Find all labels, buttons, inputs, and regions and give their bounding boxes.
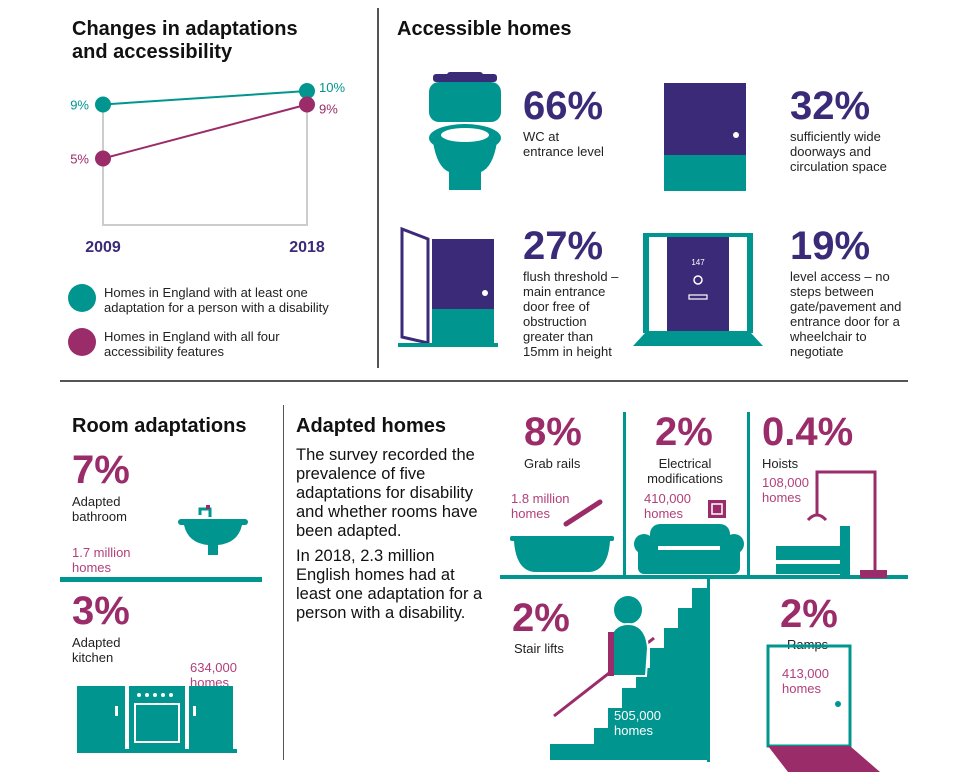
stat-pct: 32%	[790, 84, 871, 128]
sink-icon	[178, 505, 248, 555]
stat-pct: 0.4%	[762, 410, 854, 454]
room-title: Room adaptations	[72, 415, 247, 437]
shelf-line	[60, 577, 262, 582]
data-point	[299, 83, 315, 99]
hoist-bed-icon	[776, 470, 887, 578]
door-icon	[664, 83, 746, 191]
divider-horizontal	[60, 380, 908, 382]
bath-grab-rail-icon	[510, 499, 614, 572]
kitchen-icon	[77, 686, 237, 753]
toilet-icon	[429, 72, 501, 190]
stat-pct: 7%	[72, 448, 130, 492]
stat-label: Adapted bathroom	[72, 494, 127, 524]
stat-pct: 2%	[655, 410, 713, 454]
adapted-title: Adapted homes	[296, 415, 447, 437]
floor-line	[500, 575, 908, 579]
wall-2	[747, 412, 750, 577]
stat-pct: 3%	[72, 589, 130, 633]
data-point	[299, 96, 315, 113]
door-number: 147	[691, 258, 705, 267]
stat-count: 413,000 homes	[782, 666, 829, 696]
front-door-icon	[633, 233, 763, 346]
stat-pct: 2%	[512, 596, 570, 640]
stat-label: Adapted kitchen	[72, 635, 121, 665]
stat-label: WC at entrance level	[523, 129, 604, 159]
data-label: 5%	[70, 152, 89, 167]
legend-label: Homes in England with at least one adapt…	[104, 285, 329, 315]
divider-vertical-bottom	[283, 405, 284, 760]
legend-swatch-teal	[68, 284, 96, 312]
stat-pct: 8%	[524, 410, 582, 454]
data-label: 9%	[319, 102, 338, 117]
open-door-icon	[398, 227, 498, 347]
data-label: 9%	[70, 98, 89, 113]
adapted-paragraph-1: The survey recorded the prevalence of fi…	[296, 446, 478, 540]
stat-label: level access – no steps between gate/pav…	[790, 269, 902, 359]
legend-label: Homes in England with all four accessibi…	[104, 329, 280, 359]
adapted-paragraph-2: In 2018, 2.3 million English homes had a…	[296, 547, 483, 622]
accessible-title: Accessible homes	[397, 18, 572, 40]
stat-pct: 2%	[780, 592, 838, 636]
x-tick-label: 2018	[289, 239, 325, 256]
stat-pct: 66%	[523, 84, 604, 128]
stat-label: Electrical modifications	[647, 456, 723, 486]
x-tick-label: 2009	[85, 239, 121, 256]
stat-count: 1.8 million homes	[511, 491, 570, 521]
stat-count: 410,000 homes	[644, 491, 691, 521]
stairlift-icon	[550, 588, 710, 760]
data-point	[95, 96, 111, 113]
stat-label: Stair lifts	[514, 641, 564, 656]
stat-count: 108,000 homes	[762, 475, 809, 505]
data-label: 10%	[319, 80, 345, 95]
sofa-socket-icon	[634, 500, 744, 574]
chart-title: Changes in adaptations and accessibility	[72, 18, 298, 63]
stat-label: flush threshold – main entrance door fre…	[523, 269, 619, 359]
series-line	[102, 103, 308, 160]
wall-1	[623, 412, 626, 577]
stat-label: Grab rails	[524, 456, 581, 471]
chart-frame	[102, 91, 308, 226]
ramp-door-icon	[766, 644, 880, 772]
stat-count: 1.7 million homes	[72, 545, 131, 575]
stat-pct: 19%	[790, 224, 871, 268]
stat-label: Hoists	[762, 456, 799, 471]
stat-pct: 27%	[523, 224, 604, 268]
divider-vertical-top	[377, 8, 379, 368]
series-line	[102, 90, 308, 106]
stat-label: sufficiently wide doorways and circulati…	[790, 129, 887, 174]
data-point	[95, 150, 111, 167]
adapted-text: The survey recorded the prevalence of fi…	[296, 446, 491, 623]
stat-count: 505,000 homes	[614, 708, 661, 738]
line-chart: 9% 10% 5% 9% 2009 2018	[70, 80, 345, 256]
legend-swatch-purple	[68, 328, 96, 356]
